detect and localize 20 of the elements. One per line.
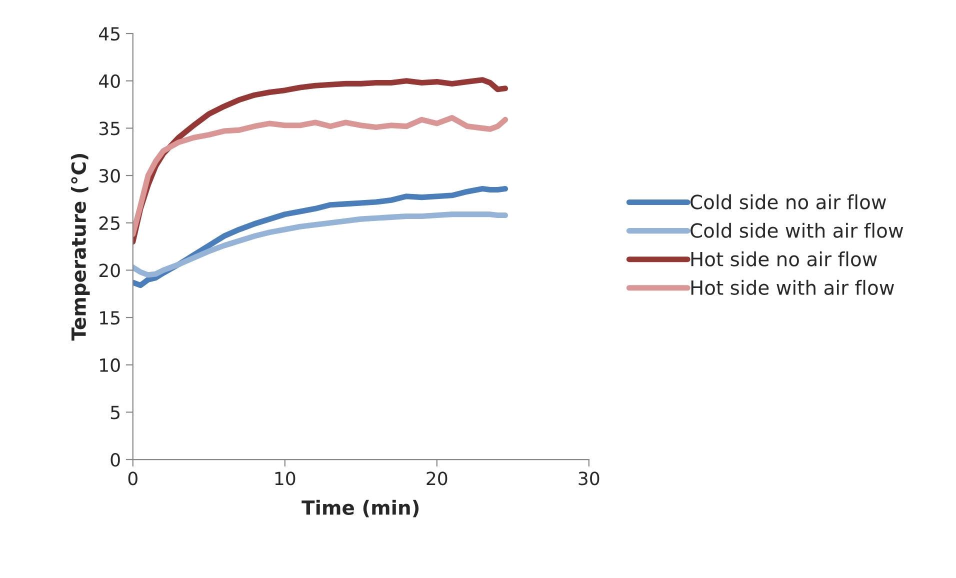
y-tick-label: 25 [99, 216, 120, 230]
legend-label: Hot side no air flow [691, 251, 877, 266]
y-tick-label: 10 [100, 358, 120, 372]
y-tick-label: 40 [98, 74, 120, 88]
y-tick-label: 0 [110, 452, 120, 467]
y-tick-label: 35 [99, 122, 120, 136]
legend-label: Hot side with air flow [691, 280, 894, 295]
y-tick-label: 45 [98, 27, 120, 41]
y-tick-label: 5 [110, 406, 120, 420]
x-tick-label: 30 [578, 472, 600, 486]
y-axis-title: Temperature (°C) [70, 154, 90, 341]
y-tick-label: 15 [100, 311, 120, 325]
legend-label: Cold side with air flow [690, 222, 904, 238]
legend-label: Cold side no air flow [690, 194, 886, 210]
x-tick-label: 0 [128, 472, 138, 486]
x-tick-label: 10 [275, 472, 296, 486]
y-tick-label: 20 [99, 264, 120, 278]
x-axis-title: Time (min) [302, 500, 419, 518]
x-tick-label: 20 [426, 472, 448, 486]
y-tick-label: 30 [99, 168, 120, 183]
